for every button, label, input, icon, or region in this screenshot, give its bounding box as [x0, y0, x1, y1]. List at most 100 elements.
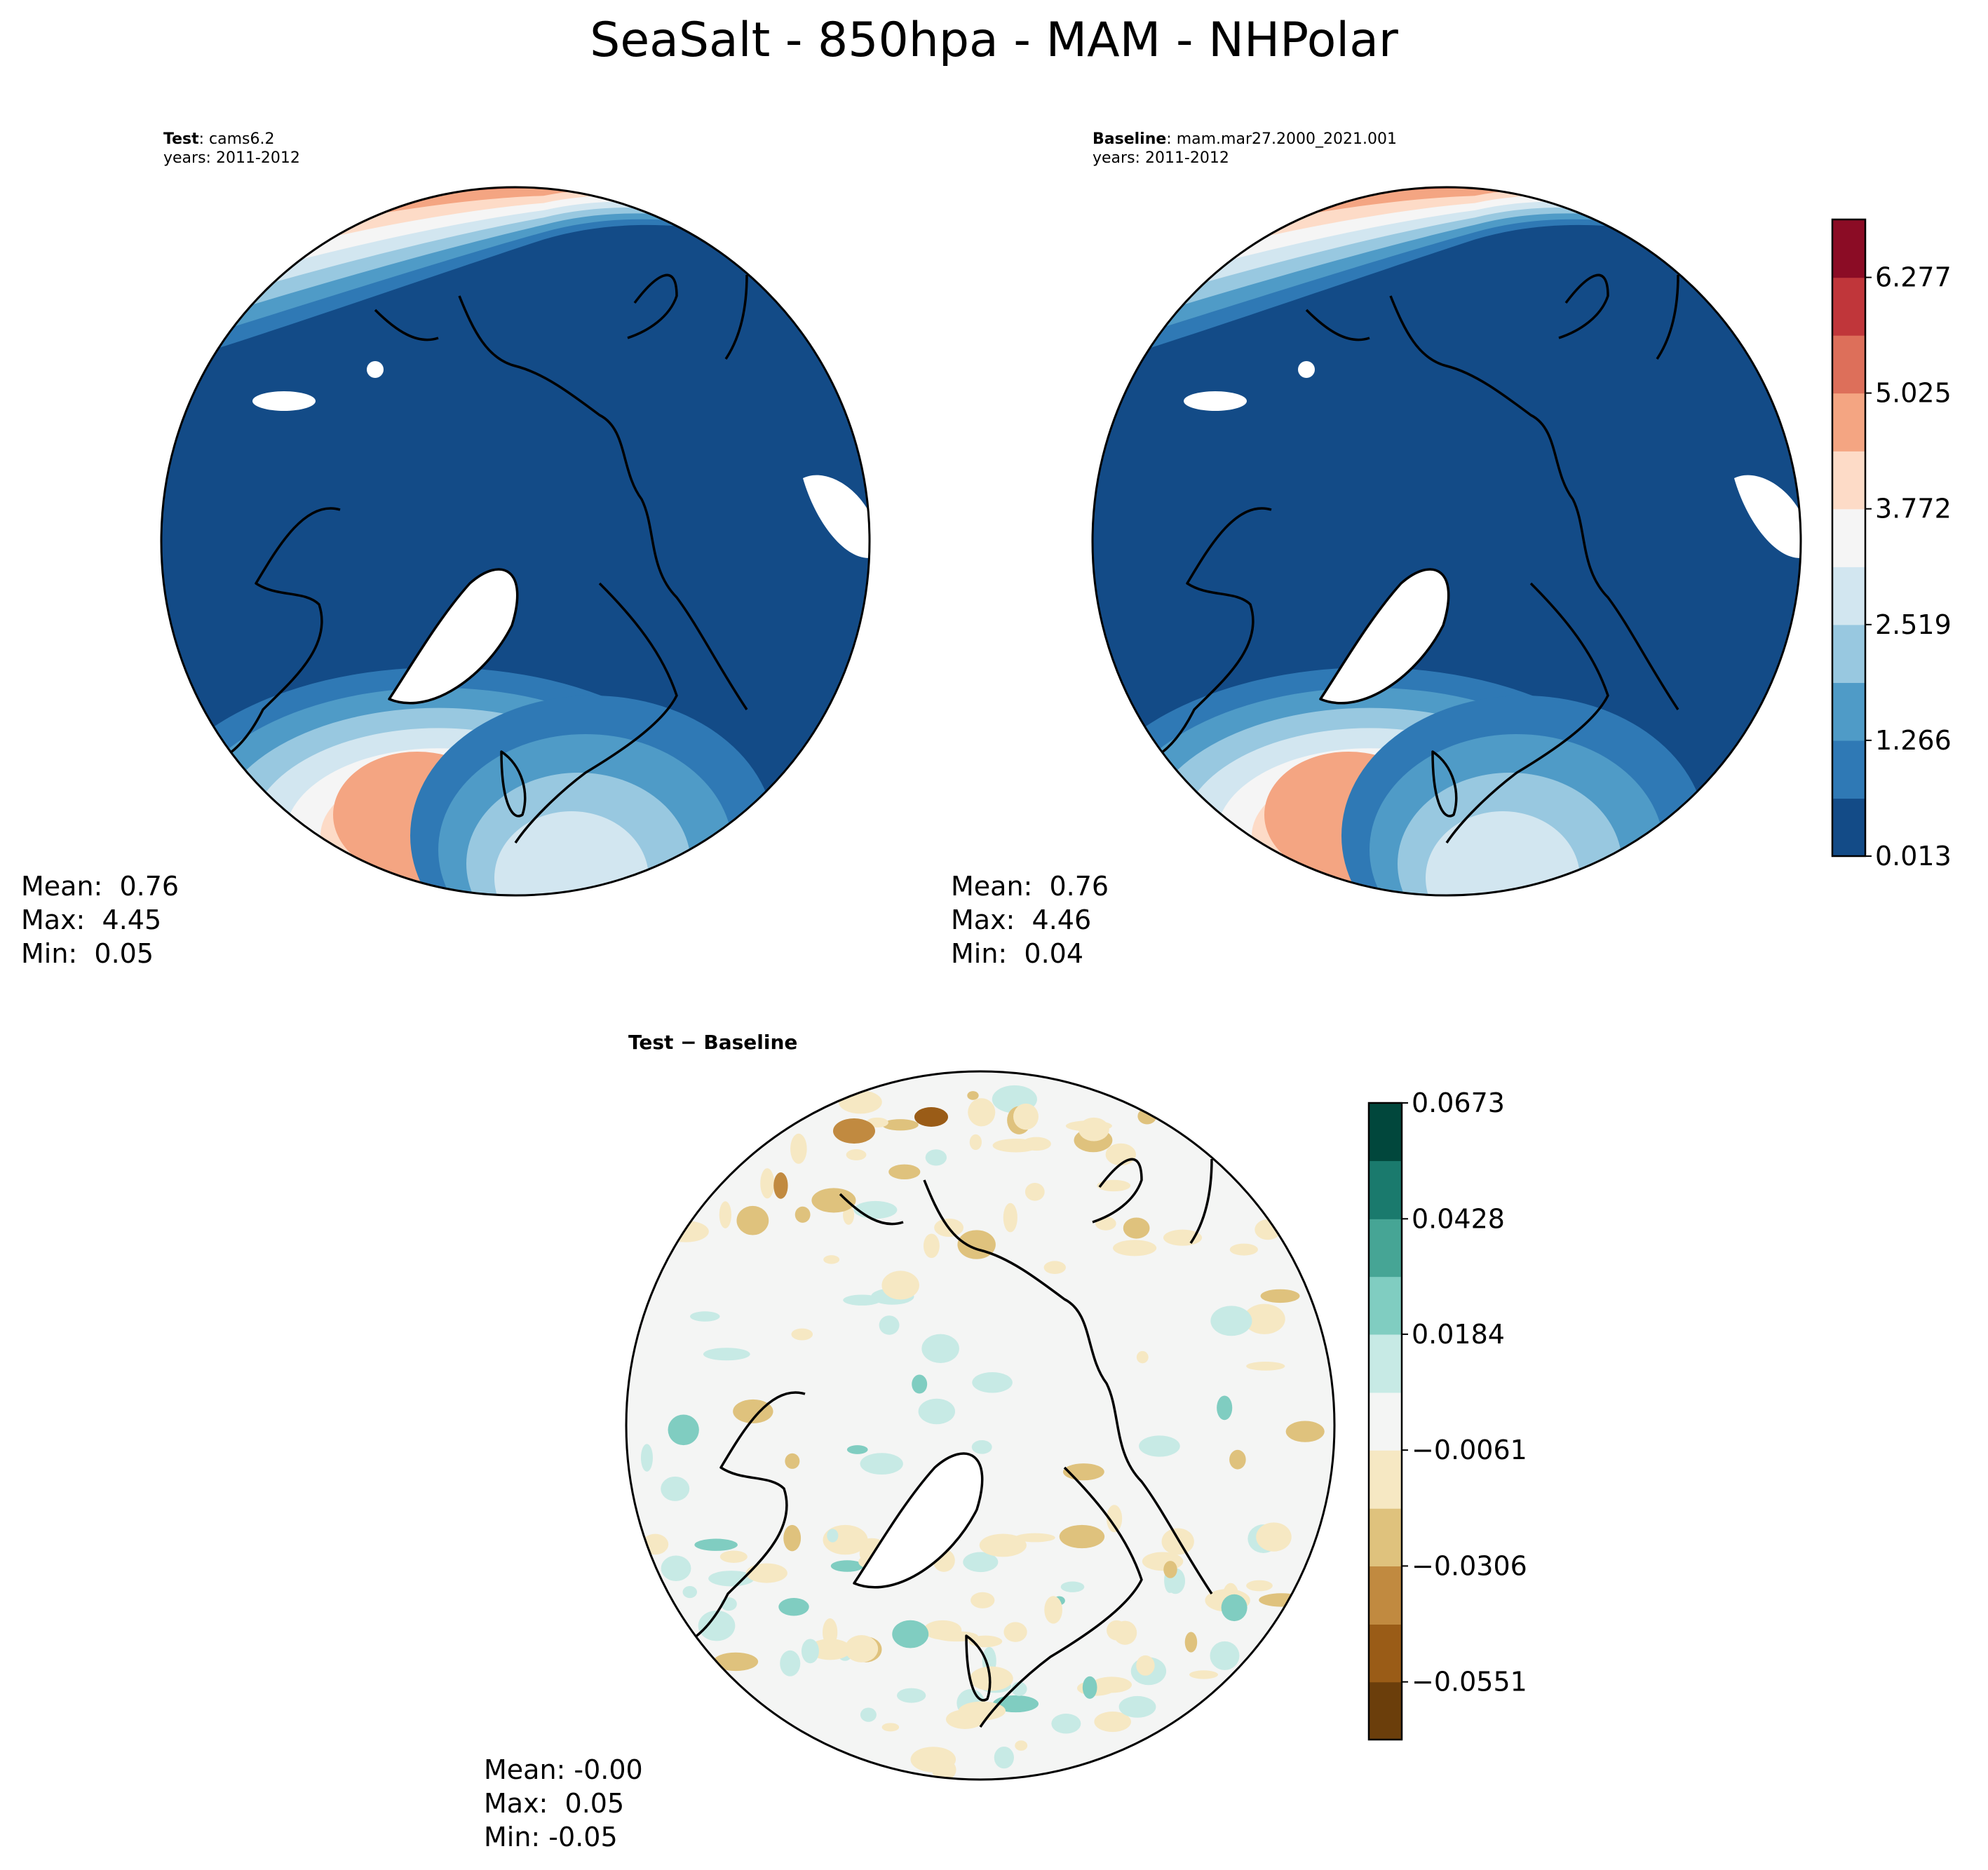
baseline-map-coastline	[1558, 273, 1609, 339]
diff-map-speckle	[1059, 1524, 1105, 1549]
diff-map-coastline	[965, 1634, 992, 1702]
diff-map-speckle	[860, 1707, 877, 1722]
diff-map-speckle	[791, 1328, 813, 1341]
diff-map-speckle	[780, 1650, 801, 1676]
test-map-coastline	[388, 568, 519, 705]
baseline-label: Baseline	[1093, 130, 1167, 148]
baseline-max: Max: 4.46	[951, 904, 1092, 935]
colorbar-seasalt-tick-label: 0.013	[1875, 841, 1952, 872]
diff-map-speckle	[827, 1529, 839, 1543]
test-map-band	[494, 811, 649, 895]
diff-map-speckle	[881, 1119, 919, 1131]
diff-map-speckle	[663, 1221, 709, 1242]
diff-map-speckle	[1217, 1395, 1233, 1421]
diff-map-speckle	[838, 1090, 882, 1114]
diff-map-speckle	[661, 1476, 690, 1501]
diff-map-speckle	[1091, 1676, 1132, 1693]
diff-map-speckle	[967, 1091, 979, 1100]
diff-min: Min: -0.05	[484, 1822, 618, 1852]
diff-map-speckle	[661, 1555, 691, 1581]
colorbar-difference-outline	[1367, 1102, 1403, 1741]
diff-map-speckle	[923, 1233, 940, 1259]
test-max: Max: 4.45	[21, 904, 162, 935]
diff-map-speckle	[881, 1271, 919, 1300]
test-map	[161, 187, 870, 895]
test-map-coastline	[374, 309, 439, 341]
test-stats: Mean: 0.76 Max: 4.45 Min: 0.05	[21, 869, 179, 970]
colorbar-difference-swatch	[1369, 1334, 1402, 1393]
figure-title: SeaSalt - 850hpa - MAM - NHPolar	[590, 13, 1398, 68]
baseline-map-mask	[1298, 361, 1315, 378]
diff-map-speckle	[972, 1371, 1013, 1393]
diff-map-speckle	[925, 1149, 947, 1166]
diff-map-speckle	[968, 1098, 996, 1127]
diff-panel-title: Test − Baseline	[628, 1031, 798, 1054]
baseline-mean: Mean: 0.76	[951, 871, 1109, 902]
diff-map-speckle	[992, 1138, 1039, 1153]
diff-map-speckle	[1184, 1632, 1198, 1653]
diff-map-speckle	[1097, 1179, 1131, 1192]
diff-map-speckle	[809, 1639, 852, 1660]
diff-map-speckle	[843, 1294, 881, 1306]
baseline-min: Min: 0.04	[951, 938, 1083, 969]
colorbar-difference-tick-label: 0.0428	[1412, 1203, 1505, 1234]
diff-map-speckle	[713, 1652, 759, 1672]
baseline-map-coastline	[1319, 568, 1450, 705]
diff-map-speckle	[1118, 1695, 1156, 1718]
diff-map-speckle	[1123, 1217, 1150, 1239]
diff-map-speckle	[1136, 1350, 1149, 1364]
diff-map-speckle	[994, 1746, 1014, 1769]
baseline-panel-title: Baseline: mam.mar27.2000_2021.001 years:…	[1093, 130, 1397, 168]
diff-map-speckle	[1094, 1711, 1131, 1733]
diff-map-speckle	[823, 1618, 838, 1647]
colorbar-seasalt-tick-label: 1.266	[1875, 725, 1952, 756]
colorbar-difference-tick-label: −0.0306	[1412, 1550, 1527, 1581]
diff-map-coastline	[839, 1193, 904, 1226]
diff-map-speckle	[785, 1453, 800, 1469]
diff-map-greenland-mask	[854, 1454, 982, 1587]
colorbar-seasalt-swatch	[1832, 740, 1865, 799]
colorbar-seasalt-swatch	[1832, 277, 1865, 336]
colorbar-seasalt-outline	[1831, 218, 1867, 858]
baseline-map	[1093, 187, 1801, 895]
test-map-mask	[367, 361, 384, 378]
diff-map-speckle	[833, 1118, 875, 1144]
diff-map-speckle	[640, 1444, 653, 1472]
test-map-coastline	[500, 750, 527, 818]
diff-map-coastline	[853, 1452, 984, 1589]
diff-map-speckle	[914, 1107, 948, 1127]
diff-map-speckle	[969, 1666, 1013, 1691]
baseline-map-coastline	[1431, 750, 1458, 818]
baseline-map-mask	[1734, 475, 1801, 558]
test-map-greenland-mask	[389, 569, 518, 703]
diff-map-speckle	[682, 1585, 697, 1599]
diff-map-speckle	[963, 1552, 999, 1573]
baseline-map-frame	[1091, 186, 1802, 897]
diff-map-speckle	[958, 1701, 1006, 1721]
diff-map-speckle	[719, 1550, 748, 1563]
colorbar-difference-swatch	[1369, 1450, 1402, 1509]
diff-map-speckle	[879, 1315, 900, 1335]
diff-map-speckle	[1013, 1103, 1039, 1130]
diff-map-speckle	[1106, 1505, 1123, 1533]
baseline-map-greenland-mask	[1320, 569, 1449, 703]
diff-map-speckle	[888, 1164, 921, 1180]
baseline-map-coastline	[1656, 274, 1679, 360]
baseline-label-sep: :	[1166, 130, 1172, 148]
diff-map-frame	[625, 1070, 1336, 1781]
diff-map-speckle	[1256, 1522, 1292, 1552]
baseline-case-name: mam.mar27.2000_2021.001	[1176, 130, 1397, 148]
test-label: Test	[163, 130, 199, 148]
diff-map-speckle	[1243, 1303, 1285, 1334]
diff-map-speckle	[844, 1635, 879, 1662]
baseline-map-mask	[1184, 391, 1247, 411]
test-case-name: cams6.2	[209, 130, 275, 148]
diff-map-speckle	[1105, 1143, 1137, 1166]
diff-map-coastline	[1189, 1158, 1213, 1244]
colorbar-difference-tick-label: −0.0551	[1412, 1667, 1527, 1698]
diff-map-speckle	[1229, 1243, 1258, 1256]
baseline-map-coastline	[1305, 309, 1370, 341]
diff-map-coastline	[685, 1391, 806, 1644]
diff-map-speckle	[853, 1200, 898, 1219]
